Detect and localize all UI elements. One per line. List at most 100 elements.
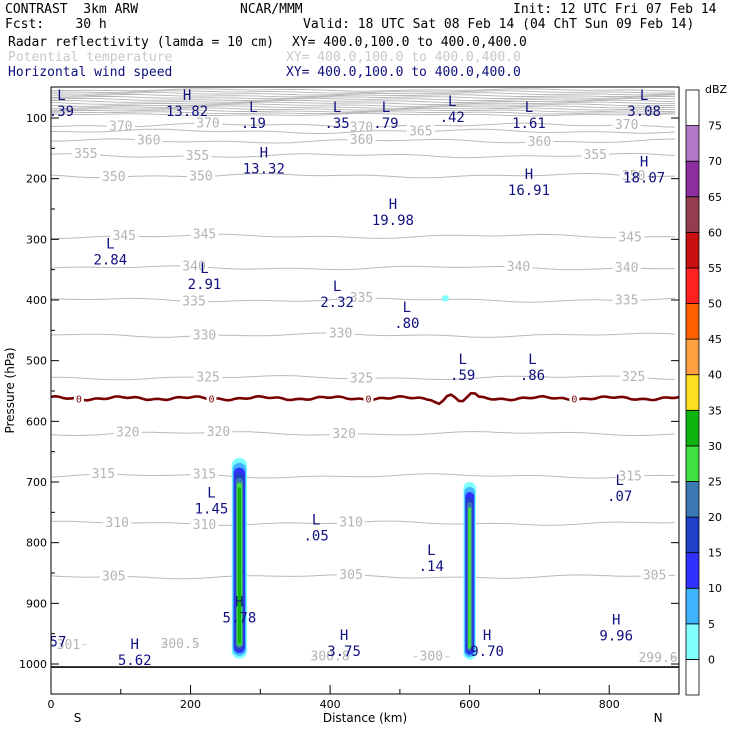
theta-contour-label: 315 <box>193 468 216 483</box>
zero-contour: 0 0 0 0 <box>51 391 679 406</box>
wind-extremum-type: L <box>528 352 536 368</box>
zero-label-bg <box>73 392 84 405</box>
colorbar-box <box>685 445 700 482</box>
y-tick-label: 1000 <box>19 658 47 671</box>
colorbar-box <box>685 659 700 696</box>
colorbar-label: 10 <box>708 582 722 595</box>
colorbar-box <box>685 552 700 589</box>
x-end-label-right: N <box>654 711 663 725</box>
theta-label-bg <box>89 467 118 482</box>
wind-extremum-value: 2.32 <box>320 295 354 311</box>
theta-contour-label: 325 <box>196 370 219 385</box>
theta-dense-line <box>51 92 676 96</box>
theta-contour-label: 350 <box>102 170 125 185</box>
colorbar-box <box>685 196 700 233</box>
wind-extremum-type: L <box>106 237 114 253</box>
x-tick-label: 200 <box>180 698 201 711</box>
theta-label-bg <box>504 259 533 274</box>
theta-contour-label: 340 <box>615 261 638 276</box>
x-tick-label: 600 <box>459 698 480 711</box>
reflectivity-band <box>468 507 472 649</box>
theta-contour-label: 300.8 <box>311 650 350 665</box>
wind-extremum-value: .19 <box>241 116 266 132</box>
colorbar-box <box>685 481 700 518</box>
theta-label-bg <box>183 149 212 164</box>
colorbar-label: 75 <box>708 120 722 133</box>
theta-label-bg <box>330 427 359 442</box>
theta-label-bg <box>190 227 219 242</box>
theta-label-bg <box>180 294 209 309</box>
colorbar-label: 40 <box>708 369 722 382</box>
x-tick-label: 400 <box>320 698 341 711</box>
theta-label-bg <box>347 371 376 386</box>
theta-label-bg <box>616 230 645 245</box>
wind-extremum-type: H <box>260 146 268 162</box>
x-axis-label: Distance (km) <box>323 711 407 725</box>
wind-extremum-value: 16.91 <box>508 183 550 199</box>
wind-extremum-type: H <box>235 594 243 610</box>
colorbar-box <box>685 374 700 411</box>
colorbar-box <box>685 516 700 554</box>
wind-extremum-type: L <box>207 485 215 501</box>
theta-dense-line <box>51 94 676 98</box>
colorbar-unit: dBZ <box>705 83 728 96</box>
zero-contour-label: 0 <box>571 394 577 405</box>
model-label: CONTRAST 3km ARW <box>5 2 139 17</box>
y-tick-label: 400 <box>26 294 47 307</box>
colorbar-label: 65 <box>708 191 722 204</box>
wind-extremum-type: H <box>483 628 491 644</box>
fcst-label: Fcst: 30 h <box>5 17 107 32</box>
colorbar-label: 55 <box>708 262 722 275</box>
y-tick-label: 500 <box>26 355 47 368</box>
zero-contour-label: 0 <box>208 394 214 405</box>
theta-contour-label: 360 <box>350 133 373 148</box>
wind-extremum-type: L <box>312 513 320 529</box>
theta-contour-label: 310 <box>106 516 129 531</box>
theta-label-bg <box>194 370 222 385</box>
theta-dense-line <box>51 109 676 113</box>
colorbar-label: 50 <box>708 298 722 311</box>
theta-label-bg <box>194 116 222 131</box>
theta-contour-label: 345 <box>113 229 136 244</box>
wind-extremum-value: 3.75 <box>327 644 361 660</box>
x-tick-label: 0 <box>48 698 55 711</box>
zero-label-bg <box>206 392 217 405</box>
theta-dense-line <box>51 97 676 102</box>
theta-contour-label: 310 <box>193 518 216 533</box>
wind-extremum-value: 9.70 <box>470 644 504 660</box>
theta-contour-label: 305 <box>339 568 362 583</box>
theta-label-bg <box>204 425 233 440</box>
colorbar-label: 0 <box>708 653 715 666</box>
theta-contour-label: 325 <box>622 370 645 385</box>
wind-extremum-type: H <box>340 628 348 644</box>
theta-contour-label: 345 <box>618 230 641 245</box>
wind-extremum-type: L <box>57 88 65 104</box>
wind-extremum-value: .39 <box>49 104 74 120</box>
zero-label-bg <box>363 392 374 405</box>
colorbar-box <box>685 231 700 269</box>
theta-label-bg <box>616 469 645 484</box>
theta-label-bg <box>612 293 641 308</box>
colorbar-box <box>685 267 700 304</box>
wind-extremum-value: .79 <box>373 116 398 132</box>
theta-label-bg <box>316 649 345 664</box>
wind-extremum-value: 13.32 <box>243 162 285 178</box>
theta-contour-line <box>51 473 676 479</box>
theta-dense-line <box>51 111 676 115</box>
wind-extremum-value: 19.98 <box>372 213 414 229</box>
wind-extremum-type: H <box>183 88 191 104</box>
init-label: Init: 12 UTC Fri 07 Feb 14 <box>513 2 717 17</box>
theta-contour-label: 310 <box>339 516 362 531</box>
colorbar-box <box>685 89 700 126</box>
x-tick-label: 800 <box>599 698 620 711</box>
theta-contour-label: 305 <box>643 569 666 584</box>
theta-label-bg <box>103 516 132 531</box>
theta-label-bg <box>180 259 209 274</box>
theta-label-bg <box>644 650 673 665</box>
wind-extremum-value: 1.61 <box>512 116 546 132</box>
theta-label-bg <box>190 517 219 532</box>
theta-contour-line <box>51 172 676 179</box>
wind-extremum-value: .14 <box>419 559 444 575</box>
